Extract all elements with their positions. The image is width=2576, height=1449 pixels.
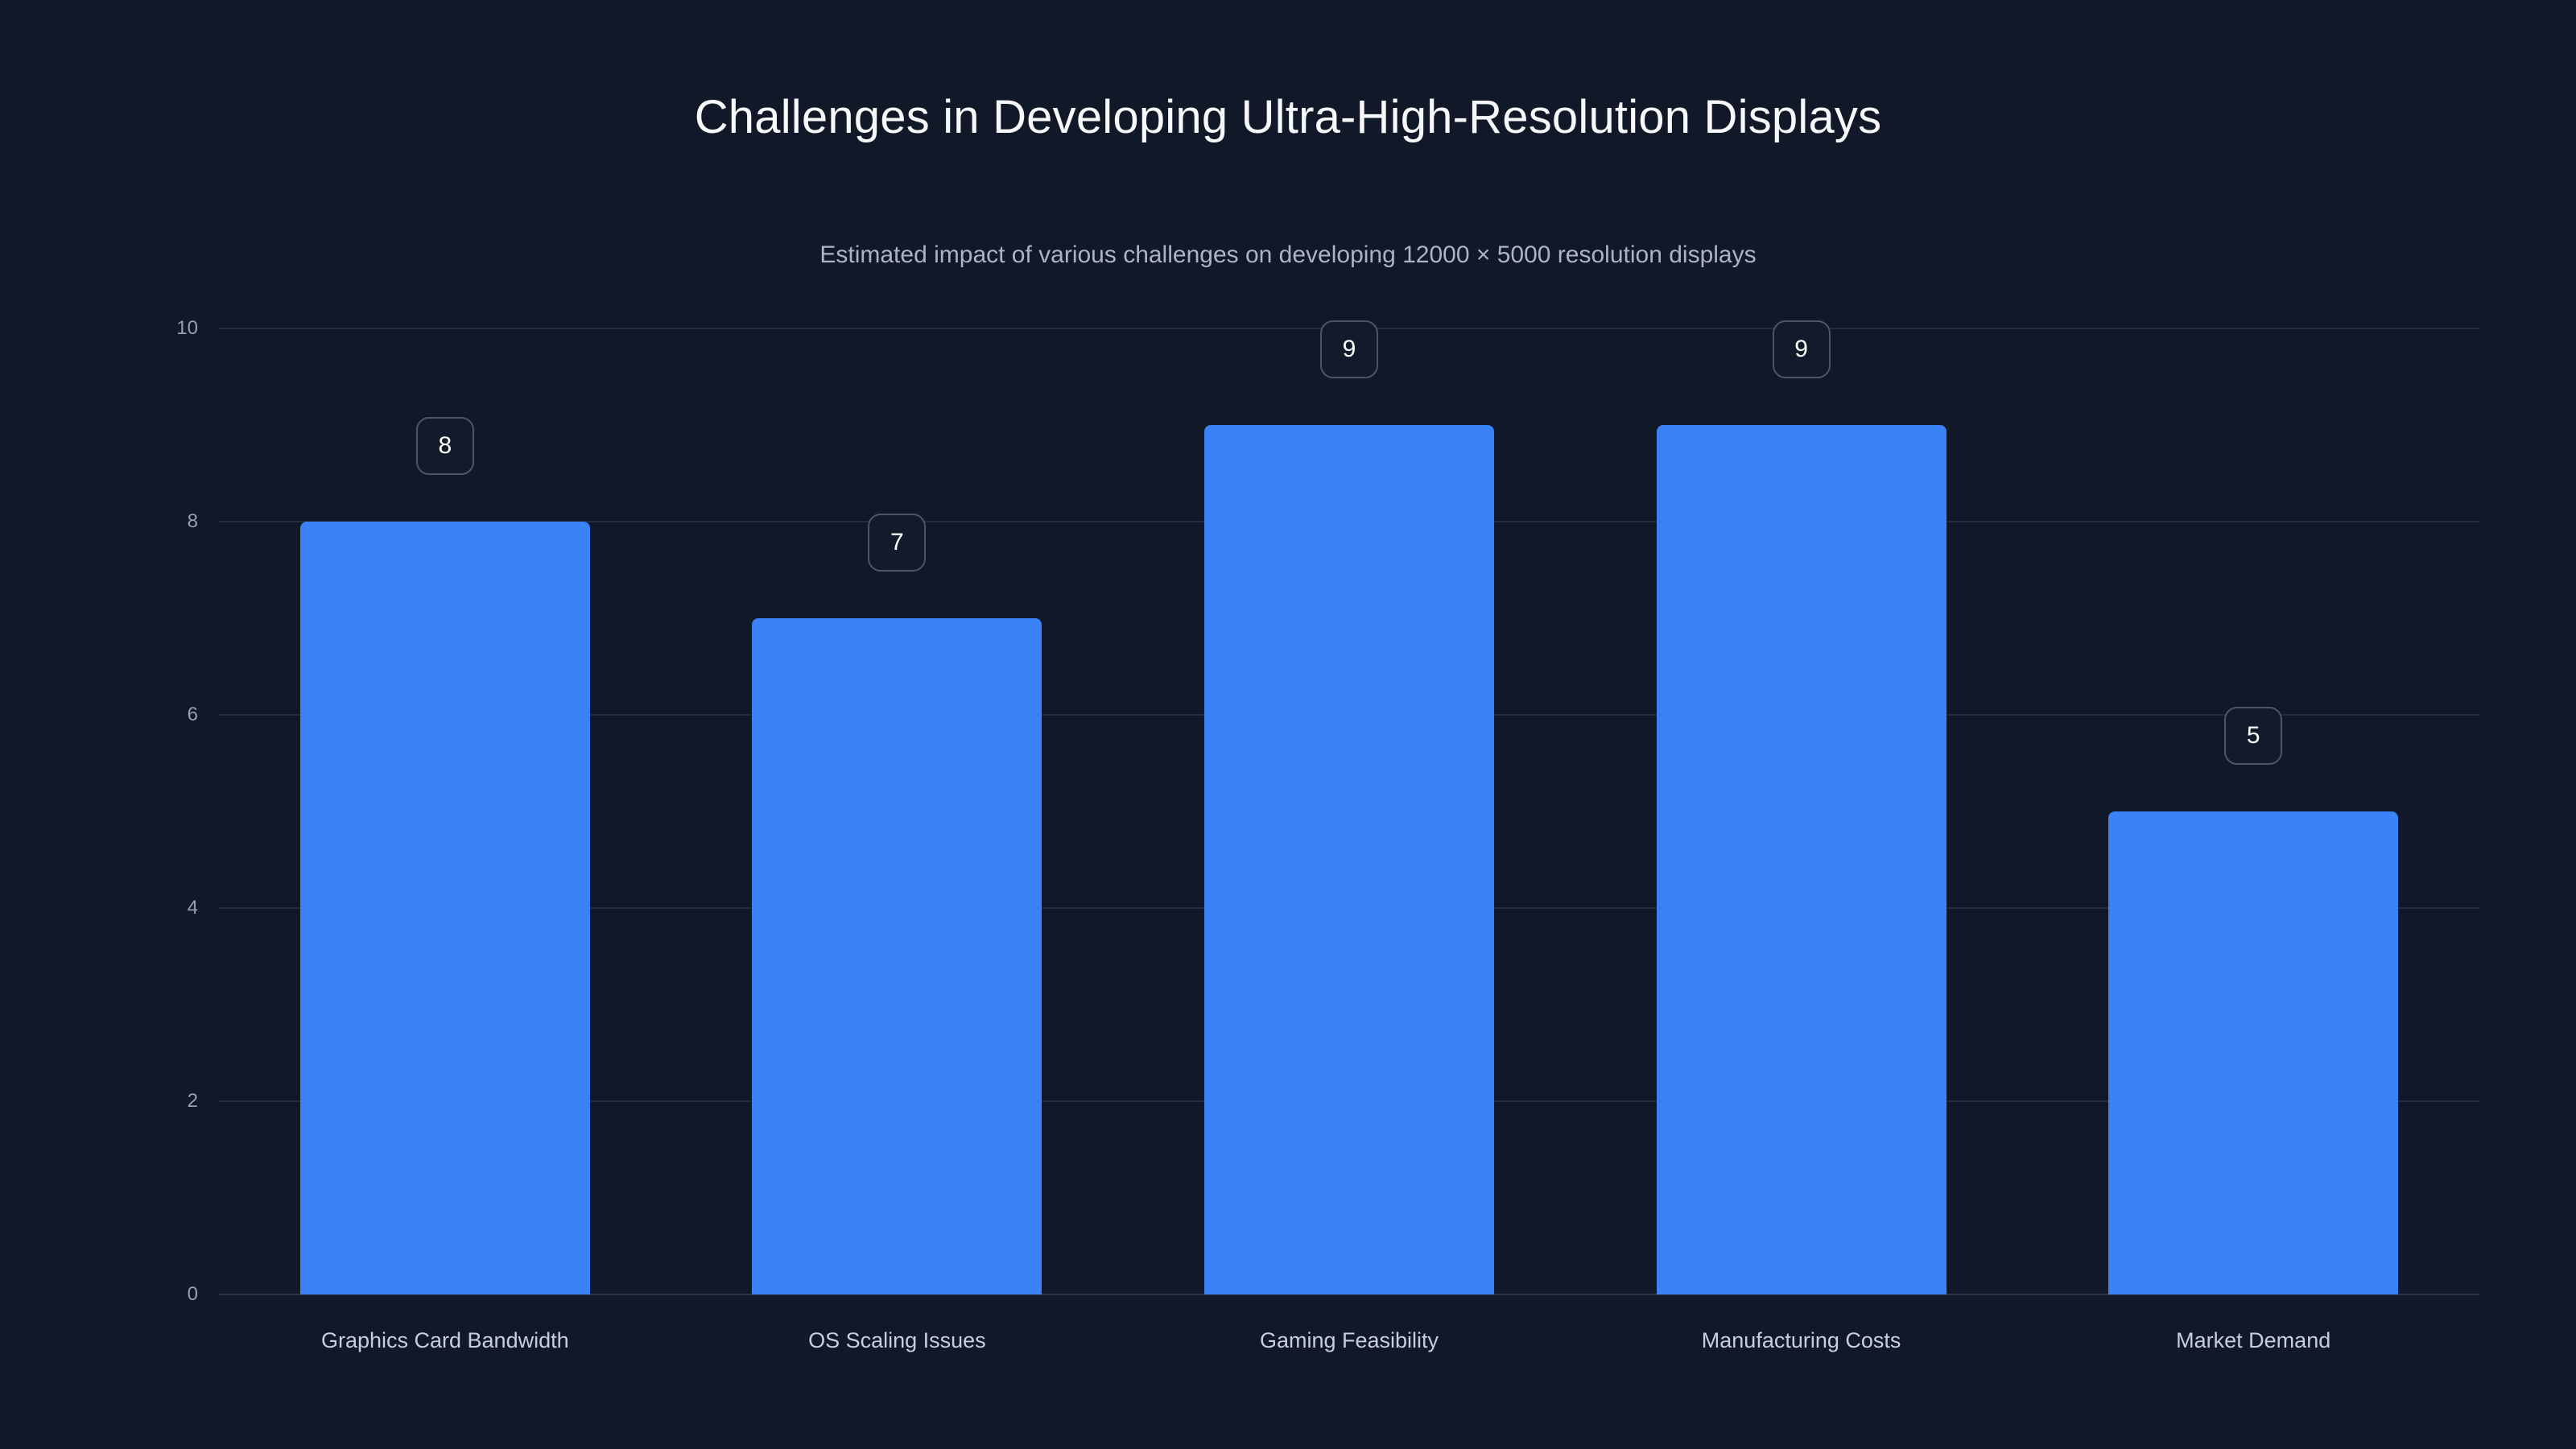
plot-area <box>219 328 2479 1295</box>
bar-value-badge: 7 <box>868 514 927 572</box>
y-axis-tick-label: 4 <box>187 897 198 919</box>
bar[interactable] <box>299 522 590 1294</box>
chart-title: Challenges in Developing Ultra-High-Reso… <box>694 91 1882 143</box>
bar[interactable] <box>1204 425 1494 1294</box>
y-axis-tick-label: 8 <box>187 510 198 532</box>
bar[interactable] <box>2108 811 2399 1294</box>
y-axis-tick-label: 0 <box>187 1283 198 1305</box>
y-axis-tick-label: 2 <box>187 1090 198 1112</box>
y-axis-tick-label: 10 <box>176 317 198 339</box>
bar-value-badge: 9 <box>1772 320 1831 378</box>
bar-value-badge: 9 <box>1320 320 1378 378</box>
bars-layer <box>219 328 2479 1294</box>
x-axis-category-label: Graphics Card Bandwidth <box>320 1328 569 1352</box>
x-axis-category-label: OS Scaling Issues <box>808 1328 986 1352</box>
bar-value-badge: 8 <box>415 417 474 475</box>
bar[interactable] <box>1656 425 1946 1294</box>
x-axis-category-label: Gaming Feasibility <box>1259 1328 1439 1352</box>
bar[interactable] <box>752 618 1042 1294</box>
bar-value-badge: 5 <box>2224 707 2283 765</box>
gridline <box>219 1294 2479 1295</box>
x-axis-category-label: Market Demand <box>2176 1328 2331 1352</box>
x-axis-category-label: Manufacturing Costs <box>1701 1328 1901 1352</box>
y-axis-tick-label: 6 <box>187 704 198 725</box>
chart-subtitle: Estimated impact of various challenges o… <box>819 242 1757 268</box>
